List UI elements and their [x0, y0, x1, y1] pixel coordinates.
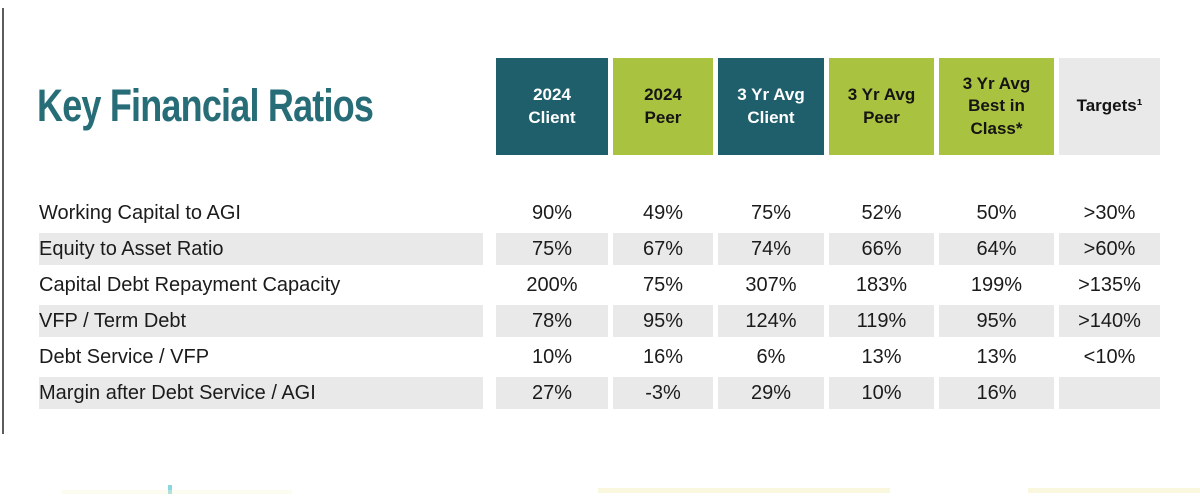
cell-value: -3% [613, 375, 713, 411]
cell-value: 95% [613, 303, 713, 339]
cell-value: 200% [526, 274, 578, 296]
cell-value: 75% [642, 274, 684, 296]
cell-value: 27% [496, 375, 608, 411]
row-label: Margin after Debt Service / AGI [35, 375, 491, 411]
cell-value: 16% [939, 375, 1054, 411]
cell-value: 10% [829, 375, 934, 411]
cell-value: 95% [939, 303, 1054, 339]
col-header-3yr-avg-peer: 3 Yr Avg Peer [829, 58, 934, 155]
cell-value: 90% [531, 202, 573, 224]
cutoff-artifact-green2 [1028, 488, 1200, 493]
row-label: Working Capital to AGI [39, 202, 241, 224]
col-header-3yr-avg-client: 3 Yr Avg Client [718, 58, 824, 155]
cell-value: 6% [756, 346, 786, 368]
cell-value: 78% [496, 303, 608, 339]
header-body-spacer [35, 155, 1160, 195]
cell-value: 124% [718, 303, 824, 339]
cutoff-artifact-teal [168, 485, 172, 494]
cell-value: 29% [718, 375, 824, 411]
cell-value: >30% [1083, 202, 1136, 224]
row-label: Capital Debt Repayment Capacity [39, 274, 341, 296]
cutoff-artifact-green3 [62, 490, 292, 494]
cell-value: 307% [745, 274, 797, 296]
cell-value: 49% [642, 202, 684, 224]
cell-value: 74% [718, 231, 824, 267]
cutoff-artifact-green1 [598, 488, 890, 493]
cell-value: 13% [976, 346, 1017, 368]
cell-value: 64% [939, 231, 1054, 267]
cell-value [1059, 375, 1160, 411]
cell-value: >60% [1059, 231, 1160, 267]
col-header-3yr-avg-best-in-class: 3 Yr Avg Best in Class* [939, 58, 1054, 155]
cell-value: 183% [855, 274, 908, 296]
row-label: Debt Service / VFP [39, 346, 210, 368]
cell-value: 119% [829, 303, 934, 339]
col-header-2024-peer: 2024 Peer [613, 58, 713, 155]
cell-value: 50% [976, 202, 1017, 224]
cell-value: 75% [750, 202, 792, 224]
cell-value: 66% [829, 231, 934, 267]
cell-value: >140% [1059, 303, 1160, 339]
cell-value: 52% [861, 202, 902, 224]
cell-value: 199% [970, 274, 1023, 296]
financial-ratios-table: 2024 Client 2024 Peer 3 Yr Avg Client 3 … [35, 58, 1160, 411]
table-corner-spacer [35, 58, 491, 155]
page-left-border [2, 8, 4, 434]
cell-value: <10% [1083, 346, 1136, 368]
row-label: Equity to Asset Ratio [35, 231, 491, 267]
cell-value: 67% [613, 231, 713, 267]
col-header-2024-client: 2024 Client [496, 58, 608, 155]
cell-value: 16% [642, 346, 684, 368]
cell-value: >135% [1078, 274, 1141, 296]
page-title: Key Financial Ratios [37, 80, 374, 131]
cell-value: 13% [861, 346, 902, 368]
col-header-targets: Targets¹ [1059, 58, 1160, 155]
row-label: VFP / Term Debt [35, 303, 491, 339]
cell-value: 75% [496, 231, 608, 267]
cell-value: 10% [531, 346, 573, 368]
